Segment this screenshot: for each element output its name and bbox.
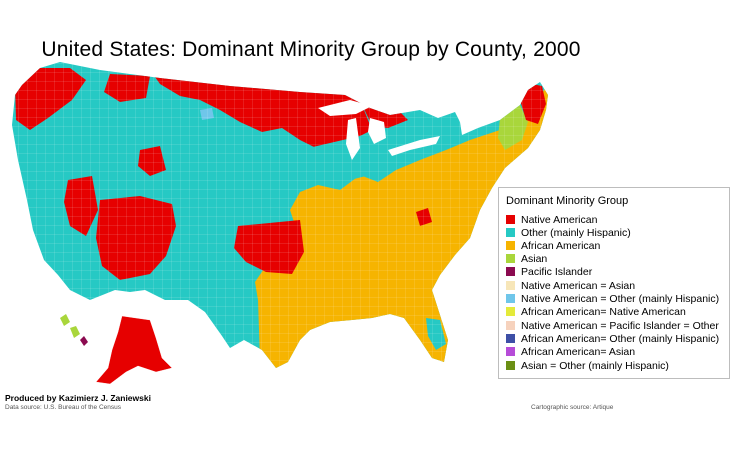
lake-superior xyxy=(318,100,372,116)
great-lakes xyxy=(318,100,440,160)
credit-author: Produced by Kazimierz J. Zaniewski xyxy=(5,393,151,403)
legend-item: Pacific Islander xyxy=(506,265,592,278)
hawaii-islands xyxy=(70,326,80,338)
legend-swatch xyxy=(506,361,515,370)
legend-swatch xyxy=(506,334,515,343)
hawaii-big-island xyxy=(80,336,88,346)
legend-item: Native American = Asian xyxy=(506,279,635,292)
lake-erie-ontario xyxy=(388,136,440,156)
hawaii xyxy=(60,314,88,346)
legend-swatch xyxy=(506,321,515,330)
legend-label: Native American = Asian xyxy=(521,279,636,292)
legend-label: Native American = Other (mainly Hispanic… xyxy=(521,292,720,305)
legend-swatch xyxy=(506,228,515,237)
legend-label: Asian = Other (mainly Hispanic) xyxy=(521,359,669,372)
legend-label: African American= Native American xyxy=(521,305,686,318)
legend-label: African American= Other (mainly Hispanic… xyxy=(521,332,720,345)
legend-swatch xyxy=(506,294,515,303)
county-boundaries xyxy=(12,62,548,368)
top-strip xyxy=(0,0,730,8)
legend-item: Asian = Other (mainly Hispanic) xyxy=(506,359,669,372)
legend-swatch xyxy=(506,281,515,290)
alaska xyxy=(95,315,173,385)
legend-label: Asian xyxy=(521,252,548,265)
legend-title: Dominant Minority Group xyxy=(506,195,629,207)
legend-label: African American= Asian xyxy=(521,345,636,358)
legend-item: African American= Asian xyxy=(506,345,635,358)
legend-item: Native American xyxy=(506,213,597,226)
legend-item: African American= Native American xyxy=(506,305,686,318)
legend: Dominant Minority Group Native American … xyxy=(498,187,730,379)
legend-item: African American= Other (mainly Hispanic… xyxy=(506,332,719,345)
lake-huron xyxy=(368,118,386,144)
legend-item: Native American = Other (mainly Hispanic… xyxy=(506,292,719,305)
credit-data-source: Data source: U.S. Bureau of the Census xyxy=(5,404,121,411)
map-title: United States: Dominant Minority Group b… xyxy=(41,38,581,61)
legend-swatch xyxy=(506,267,515,276)
legend-item: Asian xyxy=(506,252,547,265)
legend-label: Pacific Islander xyxy=(521,265,593,278)
legend-swatch xyxy=(506,307,515,316)
legend-label: Other (mainly Hispanic) xyxy=(521,226,631,239)
lake-michigan xyxy=(346,118,360,160)
credit-cartographic-source: Cartographic source: Artique xyxy=(531,404,614,411)
legend-swatch xyxy=(506,254,515,263)
lower-48-states xyxy=(12,62,548,368)
legend-item: African American xyxy=(506,239,600,252)
legend-label: Native American xyxy=(521,213,598,226)
legend-swatch xyxy=(506,215,515,224)
legend-label: Native American = Pacific Islander = Oth… xyxy=(521,319,719,332)
hawaii-island xyxy=(60,314,70,326)
legend-item: Native American = Pacific Islander = Oth… xyxy=(506,319,719,332)
legend-swatch xyxy=(506,347,515,356)
legend-item: Other (mainly Hispanic) xyxy=(506,226,631,239)
legend-label: African American xyxy=(521,239,601,252)
legend-swatch xyxy=(506,241,515,250)
